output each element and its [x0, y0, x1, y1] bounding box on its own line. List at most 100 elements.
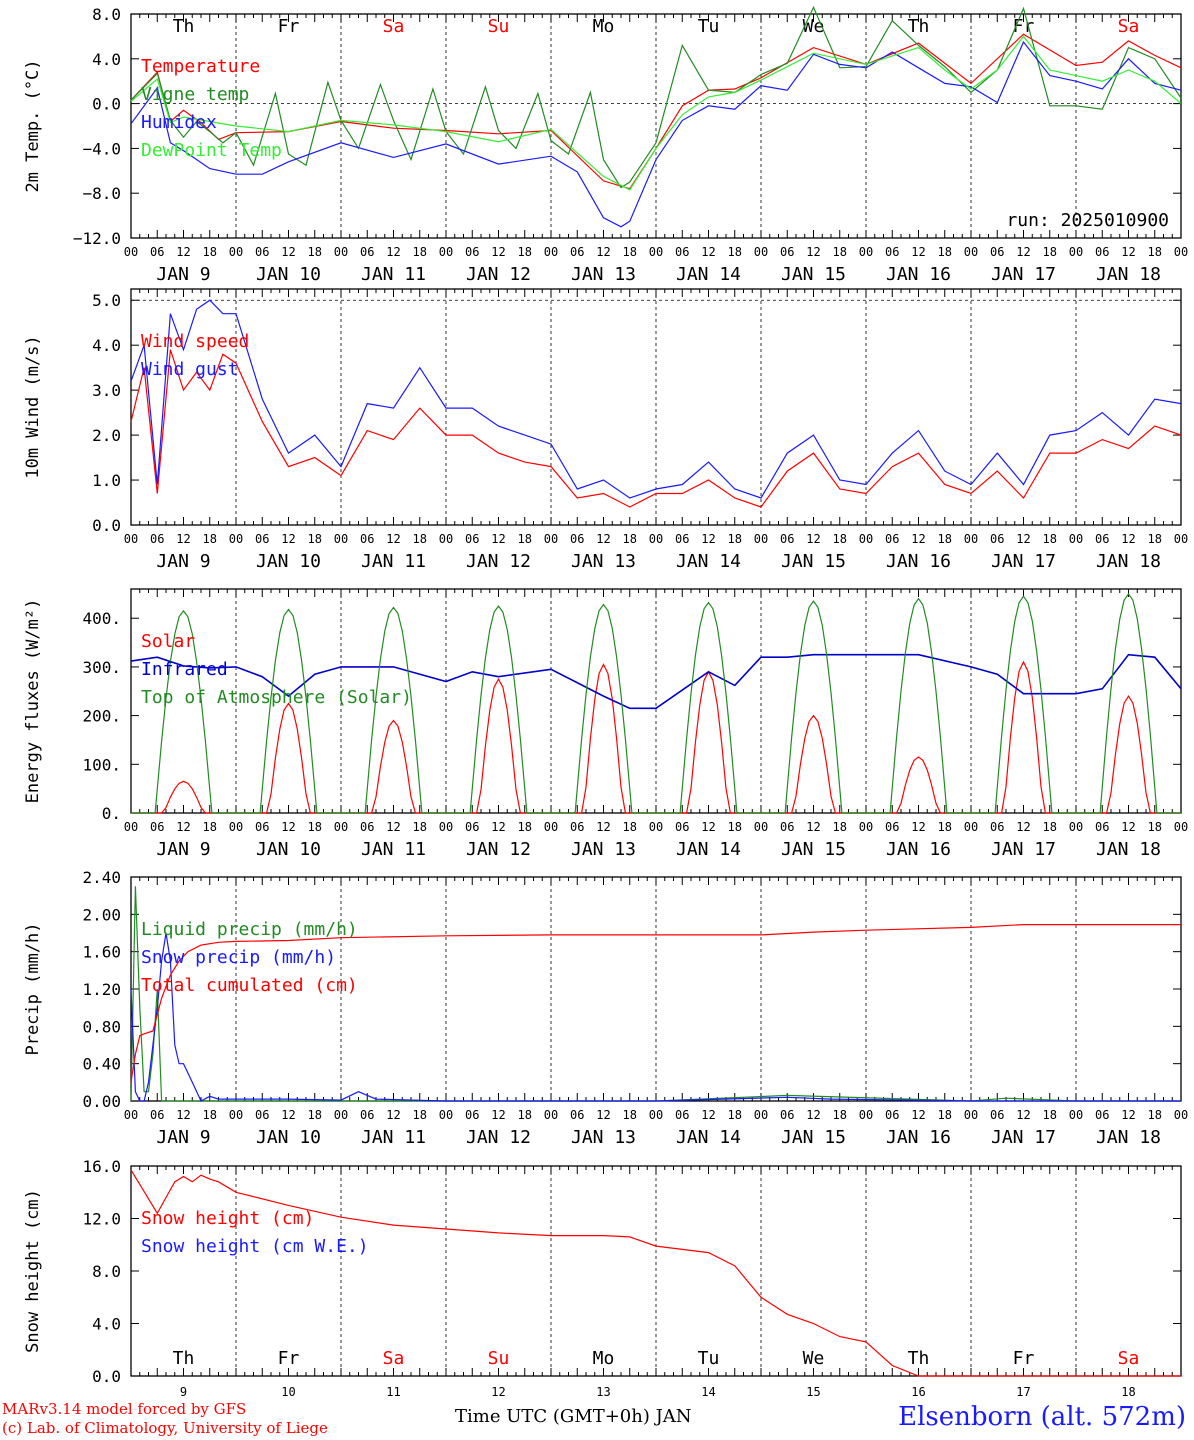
hour-tick-label: 12 — [1016, 532, 1030, 546]
legend-entry: Snow height (cm) — [141, 1208, 314, 1229]
hour-tick-label: 06 — [150, 532, 164, 546]
hour-tick-label: 12 — [176, 820, 190, 834]
station-name: Elsenborn (alt. 572m) — [898, 1402, 1186, 1432]
date-label: JAN 13 — [571, 839, 636, 860]
hour-tick-label: 00 — [859, 820, 873, 834]
y-tick-label: 1.0 — [92, 471, 121, 490]
hour-tick-label: 12 — [596, 532, 610, 546]
y-tick-label: 2.0 — [92, 426, 121, 445]
date-label: JAN 18 — [1096, 839, 1161, 860]
hour-tick-label: 12 — [386, 820, 400, 834]
date-label: JAN 10 — [256, 551, 321, 572]
hour-tick-label: 18 — [1148, 245, 1162, 259]
date-label: JAN 11 — [361, 551, 426, 572]
hour-tick-label: 00 — [649, 532, 663, 546]
date-label: JAN 9 — [156, 551, 210, 572]
day-number-label: 14 — [701, 1385, 715, 1399]
hour-tick-label: 06 — [150, 1108, 164, 1122]
hour-tick-label: 06 — [255, 820, 269, 834]
hour-tick-label: 18 — [1043, 820, 1057, 834]
weekday-label: Th — [908, 16, 930, 37]
hour-tick-label: 06 — [465, 1108, 479, 1122]
hour-tick-label: 00 — [964, 245, 978, 259]
hour-tick-label: 18 — [1043, 1108, 1057, 1122]
hour-tick-label: 00 — [229, 1108, 243, 1122]
hour-tick-label: 18 — [623, 245, 637, 259]
hour-tick-label: 06 — [1095, 245, 1109, 259]
y-tick-label: −4.0 — [82, 139, 121, 158]
y-tick-label: 0.0 — [92, 516, 121, 535]
hour-tick-label: 00 — [859, 532, 873, 546]
y-tick-label: −12.0 — [73, 229, 121, 248]
legend-entry: Vigne temp — [141, 84, 249, 105]
hour-tick-label: 06 — [570, 1108, 584, 1122]
weekday-label: We — [803, 1348, 825, 1369]
y-tick-label: 0.00 — [82, 1092, 121, 1111]
weekday-label: Mo — [593, 1348, 615, 1369]
date-label: JAN 15 — [781, 264, 846, 285]
hour-tick-label: 18 — [833, 1108, 847, 1122]
date-label: JAN 15 — [781, 839, 846, 860]
legend-entry: Snow height (cm W.E.) — [141, 1236, 369, 1257]
date-label: JAN 16 — [886, 551, 951, 572]
date-label: JAN 12 — [466, 1127, 531, 1148]
y-tick-label: 5.0 — [92, 291, 121, 310]
date-label: JAN 10 — [256, 839, 321, 860]
hour-tick-label: 00 — [124, 532, 138, 546]
hour-tick-label: 12 — [386, 1108, 400, 1122]
weekday-label: Tu — [698, 1348, 720, 1369]
weekday-label: We — [803, 16, 825, 37]
hour-tick-label: 12 — [281, 820, 295, 834]
hour-tick-label: 00 — [1069, 820, 1083, 834]
hour-tick-label: 00 — [859, 245, 873, 259]
hour-tick-label: 06 — [885, 532, 899, 546]
time-axis-label: Time UTC (GMT+0h) JAN — [455, 1406, 692, 1427]
day-number-label: 13 — [596, 1385, 610, 1399]
hour-tick-label: 06 — [780, 1108, 794, 1122]
day-number-label: 17 — [1016, 1385, 1030, 1399]
hour-tick-label: 06 — [360, 532, 374, 546]
weekday-label: Mo — [593, 16, 615, 37]
hour-tick-label: 00 — [754, 1108, 768, 1122]
hour-tick-label: 00 — [229, 820, 243, 834]
date-label: JAN 13 — [571, 1127, 636, 1148]
y-tick-label: 200. — [82, 707, 121, 726]
weekday-label: Sa — [383, 1348, 405, 1369]
hour-tick-label: 00 — [649, 820, 663, 834]
hour-tick-label: 00 — [439, 245, 453, 259]
weekday-label: Fr — [278, 1348, 300, 1369]
hour-tick-label: 12 — [701, 820, 715, 834]
series-line-wind-speed — [130, 349, 1182, 508]
hour-tick-label: 12 — [491, 1108, 505, 1122]
day-number-label: 11 — [386, 1385, 400, 1399]
legend-entry: Snow precip (mm/h) — [141, 947, 336, 968]
y-tick-label: 0.0 — [92, 1367, 121, 1386]
hour-tick-label: 12 — [491, 820, 505, 834]
hour-tick-label: 18 — [1148, 1108, 1162, 1122]
hour-tick-label: 12 — [176, 532, 190, 546]
hour-tick-label: 18 — [518, 1108, 532, 1122]
hour-tick-label: 00 — [649, 1108, 663, 1122]
series-line-top-of-atmosphere-solar- — [131, 592, 1181, 814]
hour-tick-label: 18 — [938, 532, 952, 546]
legend-entry: Top of Atmosphere (Solar) — [141, 687, 412, 708]
hour-tick-label: 18 — [938, 1108, 952, 1122]
hour-tick-label: 18 — [1148, 532, 1162, 546]
hour-tick-label: 00 — [439, 1108, 453, 1122]
series-line-infrared — [130, 653, 1182, 710]
hour-tick-label: 18 — [203, 820, 217, 834]
hour-tick-label: 06 — [360, 1108, 374, 1122]
weekday-label: Th — [908, 1348, 930, 1369]
date-label: JAN 17 — [991, 839, 1056, 860]
meteogram-svg: 8.0 4.0 0.0 −4.0 −8.0 −12.0 2m Temp. (°C) 00 06 1… — [23, 5, 1188, 1399]
day-number-label: 10 — [281, 1385, 295, 1399]
y-tick-label: 300. — [82, 658, 121, 677]
hour-tick-label: 00 — [1069, 245, 1083, 259]
y-tick-label: 12.0 — [82, 1210, 121, 1229]
hour-tick-label: 00 — [334, 820, 348, 834]
hour-tick-label: 12 — [911, 245, 925, 259]
weekday-label: Tu — [698, 16, 720, 37]
hour-tick-label: 12 — [1121, 1108, 1135, 1122]
hour-tick-label: 18 — [728, 1108, 742, 1122]
